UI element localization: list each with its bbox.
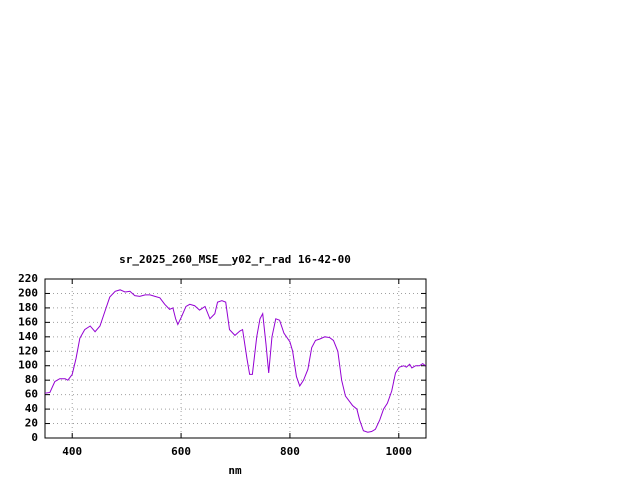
y-tick-label: 120 [18, 344, 38, 357]
x-tick-label: 800 [280, 445, 300, 458]
y-tick-label: 100 [18, 359, 38, 372]
y-tick-label: 0 [31, 431, 38, 444]
x-tick-label: 400 [62, 445, 82, 458]
y-tick-label: 80 [25, 373, 38, 386]
x-tick-label: 600 [171, 445, 191, 458]
chart-title: sr_2025_260_MSE__y02_r_rad 16-42-00 [119, 253, 351, 266]
y-tick-label: 40 [25, 402, 38, 415]
y-tick-label: 220 [18, 272, 38, 285]
data-line [44, 289, 426, 433]
plot-border [44, 278, 427, 439]
x-axis-label: nm [228, 464, 242, 477]
x-tick-label: 1000 [386, 445, 413, 458]
y-tick-label: 140 [18, 330, 38, 343]
y-tick-label: 180 [18, 301, 38, 314]
y-tick-label: 200 [18, 286, 38, 299]
y-tick-label: 20 [25, 417, 38, 430]
y-tick-label: 60 [25, 388, 38, 401]
y-tick-label: 160 [18, 315, 38, 328]
